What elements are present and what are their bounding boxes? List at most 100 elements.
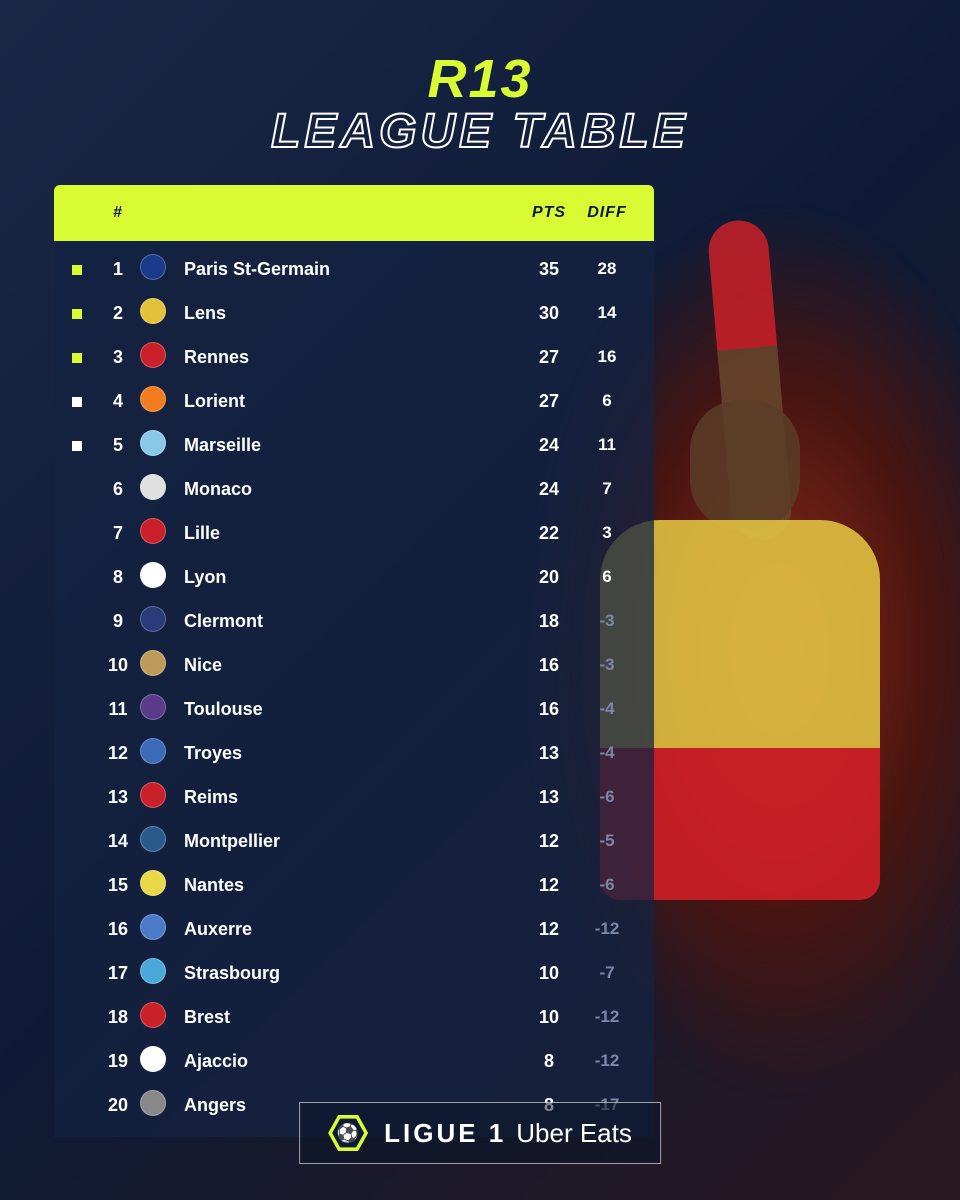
diff-cell: 11 (578, 435, 636, 455)
table-row: 5Marseille2411 (54, 423, 654, 467)
rank-cell: 3 (96, 347, 140, 368)
points-cell: 13 (520, 787, 578, 808)
rank-cell: 4 (96, 391, 140, 412)
team-crest-icon (140, 1090, 184, 1121)
team-crest-icon (140, 562, 184, 593)
team-crest-icon (140, 738, 184, 769)
table-row: 15Nantes12-6 (54, 863, 654, 907)
team-name-cell: Ajaccio (184, 1051, 520, 1072)
diff-cell: -5 (578, 831, 636, 851)
rank-cell: 2 (96, 303, 140, 324)
team-name-cell: Paris St-Germain (184, 259, 520, 280)
qualification-marker (72, 963, 96, 984)
qualification-marker (72, 875, 96, 896)
rank-cell: 16 (96, 919, 140, 940)
points-cell: 8 (520, 1051, 578, 1072)
qualification-marker (72, 919, 96, 940)
points-cell: 20 (520, 567, 578, 588)
table-row: 17Strasbourg10-7 (54, 951, 654, 995)
qualification-marker (72, 1051, 96, 1072)
table-row: 11Toulouse16-4 (54, 687, 654, 731)
qualification-marker (72, 435, 96, 456)
team-crest-icon (140, 606, 184, 637)
qualification-marker (72, 479, 96, 500)
team-name-cell: Clermont (184, 611, 520, 632)
qualification-marker (72, 567, 96, 588)
rank-cell: 15 (96, 875, 140, 896)
diff-cell: -12 (578, 919, 636, 939)
team-name-cell: Monaco (184, 479, 520, 500)
rank-cell: 12 (96, 743, 140, 764)
points-cell: 35 (520, 259, 578, 280)
table-row: 8 Lyon206 (54, 555, 654, 599)
table-row: 1Paris St-Germain3528 (54, 247, 654, 291)
diff-cell: 28 (578, 259, 636, 279)
team-crest-icon (140, 650, 184, 681)
rank-cell: 6 (96, 479, 140, 500)
league-badge: ⚽ LIGUE 1 Uber Eats (299, 1102, 661, 1164)
ligue1-logo-icon: ⚽ (328, 1113, 368, 1153)
rank-cell: 13 (96, 787, 140, 808)
diff-cell: 3 (578, 523, 636, 543)
team-name-cell: Reims (184, 787, 520, 808)
rank-cell: 18 (96, 1007, 140, 1028)
diff-cell: 6 (578, 567, 636, 587)
points-cell: 24 (520, 479, 578, 500)
team-name-cell: Marseille (184, 435, 520, 456)
table-row: 14Montpellier12-5 (54, 819, 654, 863)
points-cell: 13 (520, 743, 578, 764)
team-name-cell: Montpellier (184, 831, 520, 852)
team-name-cell: Lyon (184, 567, 520, 588)
team-name-cell: Nantes (184, 875, 520, 896)
league-table: # PTS DIFF 1Paris St-Germain35282Lens301… (54, 185, 654, 1137)
sponsor-name: Uber Eats (516, 1118, 632, 1149)
table-row: 7Lille223 (54, 511, 654, 555)
qualification-marker (72, 1007, 96, 1028)
table-row: 10Nice16-3 (54, 643, 654, 687)
team-name-cell: Lorient (184, 391, 520, 412)
title-block: R13 LEAGUE TABLE (0, 0, 960, 159)
team-crest-icon (140, 386, 184, 417)
diff-cell: 6 (578, 391, 636, 411)
diff-cell: 7 (578, 479, 636, 499)
diff-cell: -6 (578, 787, 636, 807)
qualification-marker (72, 743, 96, 764)
league-name: LIGUE 1 (384, 1118, 506, 1149)
qualification-marker (72, 655, 96, 676)
rank-cell: 20 (96, 1095, 140, 1116)
team-name-cell: Auxerre (184, 919, 520, 940)
points-cell: 27 (520, 347, 578, 368)
table-row: 19 Ajaccio8-12 (54, 1039, 654, 1083)
rank-cell: 10 (96, 655, 140, 676)
diff-cell: -4 (578, 743, 636, 763)
rank-cell: 19 (96, 1051, 140, 1072)
diff-cell: 16 (578, 347, 636, 367)
team-crest-icon (140, 1046, 184, 1077)
diff-cell: -6 (578, 875, 636, 895)
team-crest-icon (140, 298, 184, 329)
qualification-marker (72, 787, 96, 808)
header-rank: # (96, 204, 140, 222)
table-row: 2Lens3014 (54, 291, 654, 335)
header-diff: DIFF (578, 204, 636, 222)
subtitle: LEAGUE TABLE (0, 104, 960, 159)
rank-cell: 8 (96, 567, 140, 588)
diff-cell: -12 (578, 1051, 636, 1071)
table-header-row: # PTS DIFF (54, 185, 654, 241)
team-name-cell: Rennes (184, 347, 520, 368)
qualification-marker (72, 1095, 96, 1116)
rank-cell: 9 (96, 611, 140, 632)
team-crest-icon (140, 870, 184, 901)
diff-cell: -3 (578, 655, 636, 675)
qualification-marker (72, 347, 96, 368)
team-crest-icon (140, 342, 184, 373)
team-crest-icon (140, 914, 184, 945)
team-name-cell: Strasbourg (184, 963, 520, 984)
points-cell: 16 (520, 699, 578, 720)
table-row: 18Brest10-12 (54, 995, 654, 1039)
qualification-marker (72, 259, 96, 280)
rank-cell: 17 (96, 963, 140, 984)
table-row: 16Auxerre12-12 (54, 907, 654, 951)
diff-cell: -3 (578, 611, 636, 631)
team-crest-icon (140, 694, 184, 725)
